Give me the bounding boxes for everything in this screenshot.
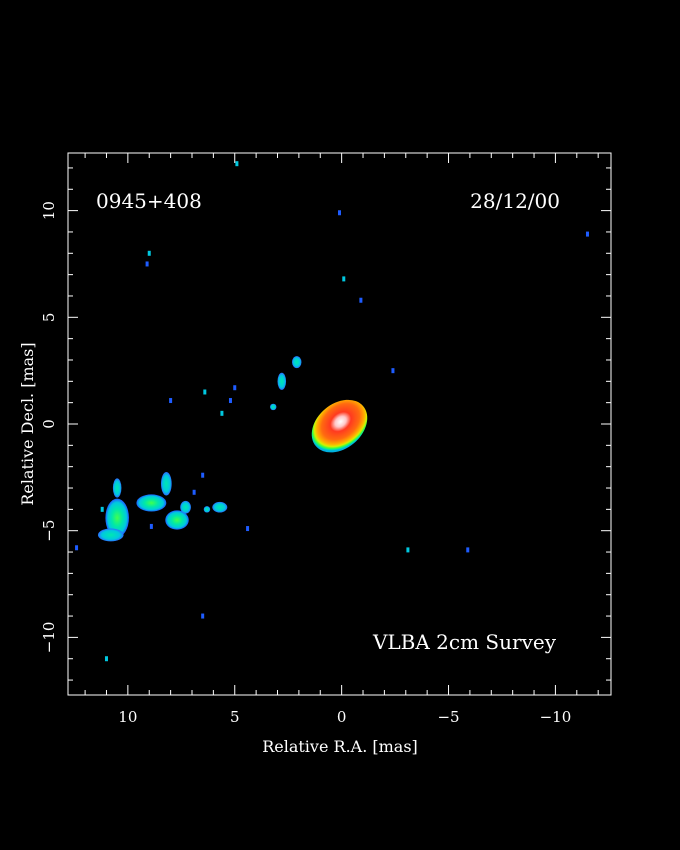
noise-point — [104, 656, 108, 662]
component-east-h — [212, 501, 228, 513]
component-jet-1 — [292, 356, 302, 369]
noise-point — [228, 398, 232, 404]
y-axis-ticks — [68, 167, 611, 681]
component-east-c — [97, 528, 124, 542]
noise-point — [201, 613, 205, 619]
x-tick-label: −5 — [437, 708, 459, 726]
y-tick-label: 10 — [40, 201, 58, 220]
x-axis-tick-labels: 10 5 0 −5 −10 — [118, 708, 571, 726]
x-axis-label: Relative R.A. [mas] — [262, 737, 418, 756]
x-axis-ticks — [84, 153, 599, 695]
x-tick-label: 0 — [337, 708, 347, 726]
noise-point — [235, 161, 239, 167]
noise-point — [233, 385, 237, 391]
component-east-b — [112, 478, 122, 498]
noise-point — [342, 276, 346, 282]
noise-point — [246, 526, 250, 532]
component-jet-3 — [270, 403, 277, 411]
component-east-g — [180, 500, 191, 514]
x-tick-label: 10 — [118, 708, 137, 726]
emission-components — [97, 356, 368, 542]
noise-point — [75, 545, 79, 551]
y-axis-tick-labels: 10 5 0 −5 −10 — [40, 201, 58, 653]
y-tick-label: 5 — [40, 313, 58, 323]
component-east-d — [136, 494, 167, 512]
noise-point — [585, 231, 589, 237]
y-tick-label: −5 — [40, 520, 58, 542]
noise-point — [406, 547, 410, 553]
y-tick-label: 0 — [40, 419, 58, 429]
component-east-i — [203, 506, 211, 513]
x-tick-label: −10 — [540, 708, 572, 726]
noise-point — [359, 297, 363, 303]
noise-point — [203, 389, 207, 395]
component-east-a — [105, 498, 129, 538]
y-tick-label: −10 — [40, 622, 58, 654]
component-east-f — [165, 510, 189, 530]
x-tick-label: 5 — [230, 708, 240, 726]
noise-point — [100, 506, 104, 512]
component-east-e — [160, 472, 172, 496]
noise-point — [391, 368, 395, 374]
y-axis-label: Relative Decl. [mas] — [18, 342, 37, 505]
noise-point — [192, 489, 196, 495]
noise-point — [147, 250, 151, 256]
noise-point — [201, 472, 205, 478]
source-name-label: 0945+408 — [96, 189, 202, 213]
noise-layer — [75, 161, 589, 662]
epoch-label: 28/12/00 — [470, 189, 560, 213]
noise-point — [338, 210, 341, 216]
noise-point — [220, 410, 224, 416]
component-jet-2 — [277, 372, 287, 390]
noise-point — [145, 261, 149, 267]
noise-point — [466, 547, 470, 553]
noise-point — [169, 398, 173, 404]
component-core — [311, 399, 368, 453]
noise-point — [149, 523, 153, 529]
survey-label: VLBA 2cm Survey — [372, 630, 557, 654]
